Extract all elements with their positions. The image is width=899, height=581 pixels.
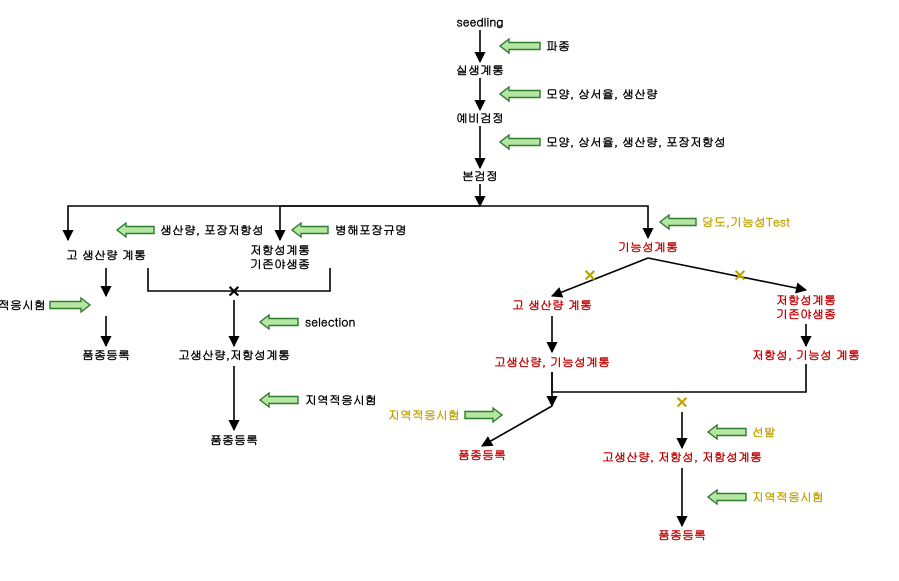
node-jeohang3: 저항성, 기능성 계통 [752, 347, 860, 364]
label-s_pajong: 파종 [546, 38, 570, 55]
arrow-green-11 [708, 490, 746, 504]
polyline-0 [68, 206, 480, 240]
polyline-4 [552, 258, 648, 296]
cross-2: ✕ [733, 267, 746, 283]
node-gosaeng2: 고생산량, 기능성계통 [494, 354, 610, 371]
arrow-green-1 [500, 87, 540, 101]
node-gosaeng1: 고생산량,저항성계통 [178, 347, 290, 364]
arrow-green-10 [708, 425, 746, 439]
label-s_jiyeok1: 지역적응시험 [0, 297, 46, 314]
label-s_moyang2: 모양, 상서율, 생산량, 포장저항성 [546, 134, 726, 151]
label-s_jiyeok3: 지역적응시험 [388, 407, 460, 424]
polyline-5 [648, 258, 806, 290]
cross-3: ✕ [675, 394, 688, 410]
node-silsaeng: 실생계통 [456, 62, 504, 79]
arrow-black-13 [482, 406, 552, 446]
node-jeohang2b: 기존야생종 [776, 306, 836, 323]
cross-1: ✕ [583, 267, 596, 283]
label-s_dangdo: 당도,기능성Test [702, 214, 790, 231]
arrow-green-0 [500, 39, 540, 53]
flowchart-canvas: seedling실생계통예비검정본검정고 생산량 계통저항성계통기존야생종품종등… [0, 0, 899, 581]
node-pumjong3: 품종등록 [458, 447, 506, 464]
node-seedling: seedling [456, 14, 503, 31]
node-bongeom: 본검정 [462, 168, 498, 185]
arrow-green-3 [117, 223, 154, 237]
arrow-green-6 [50, 298, 90, 312]
polyline-2 [480, 206, 648, 238]
label-s_jiyeok2: 지역적응시험 [305, 392, 377, 409]
arrow-green-4 [292, 223, 328, 237]
node-pumjong2: 품종등록 [210, 432, 258, 449]
label-s_saengsan: 생산량, 포장저항성 [160, 222, 264, 239]
node-gineung: 기능성계통 [618, 239, 678, 256]
node-go2: 고 생산량 계통 [512, 297, 592, 314]
arrow-green-8 [260, 393, 298, 407]
node-jeohang1b: 기존야생종 [250, 256, 310, 273]
node-pumjong1: 품종등록 [82, 347, 130, 364]
node-go1: 고 생산량 계통 [66, 247, 146, 264]
label-s_selection: selection [305, 314, 355, 331]
node-yebigeom: 예비검정 [456, 110, 504, 127]
arrow-green-5 [660, 215, 696, 229]
label-s_seonbal: 선발 [752, 424, 776, 441]
arrow-green-2 [500, 135, 540, 149]
label-s_byeonghae: 병해포장규명 [335, 222, 407, 239]
arrow-green-9 [465, 408, 502, 422]
label-s_jiyeok4: 지역적응시험 [752, 489, 824, 506]
arrow-green-7 [260, 315, 298, 329]
node-pumjong4: 품종등록 [658, 527, 706, 544]
node-gosaeng3: 고생산량, 저항성, 저항성계통 [602, 449, 762, 466]
label-s_moyang1: 모양, 상서율, 생산량 [546, 86, 658, 103]
cross-0: ✕ [227, 283, 240, 299]
